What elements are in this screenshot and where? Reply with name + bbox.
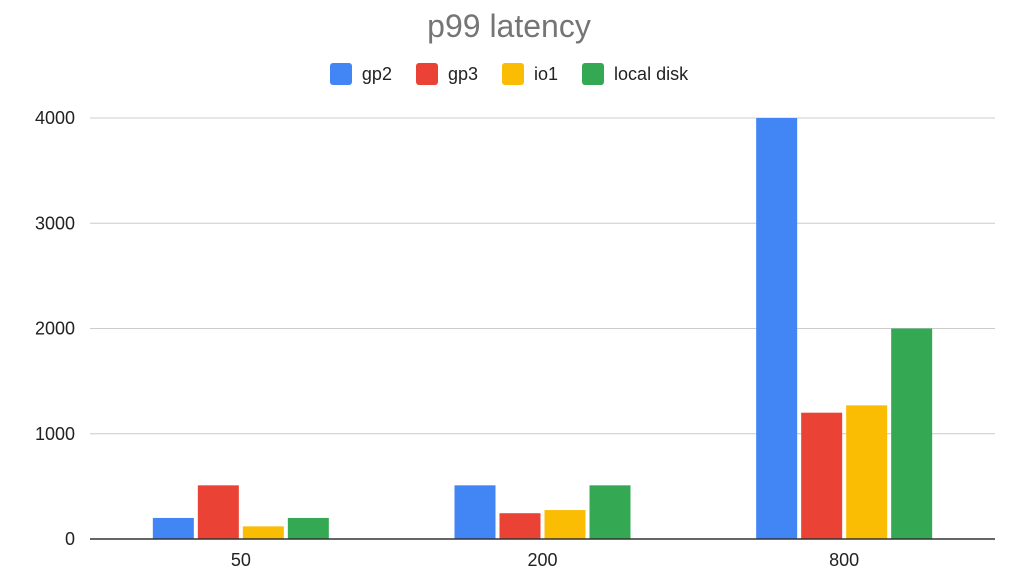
bar-io1-200: [544, 510, 586, 539]
bar-local-disk-800: [891, 328, 933, 539]
bar-gp2-50: [152, 517, 194, 539]
legend-label-io1: io1: [534, 63, 559, 84]
bar-gp2-200: [454, 485, 496, 539]
bar-gp3-200: [499, 513, 541, 539]
bar-gp3-50: [197, 485, 239, 539]
bar-io1-50: [242, 526, 284, 539]
x-tick-label-200: 200: [527, 550, 557, 570]
x-tick-label-800: 800: [829, 550, 859, 570]
bar-local-disk-200: [589, 485, 631, 539]
x-tick-label-50: 50: [231, 550, 251, 570]
legend-item-local-disk: local disk: [582, 63, 688, 85]
chart-title: p99 latency: [427, 8, 591, 44]
bar-local-disk-50: [287, 517, 329, 539]
y-tick-label-3000: 3000: [35, 213, 75, 233]
y-tick-label-1000: 1000: [35, 424, 75, 444]
y-tick-label-0: 0: [65, 529, 75, 549]
legend-swatch-local-disk: [582, 63, 605, 85]
legend-item-gp2: gp2: [329, 63, 392, 85]
bar-gp2-800: [756, 118, 798, 539]
legend-item-io1: io1: [502, 63, 558, 85]
legend-label-gp2: gp2: [361, 63, 392, 84]
bar-gp3-800: [801, 412, 843, 539]
legend: gp2 gp3 io1 local disk: [0, 63, 1018, 85]
legend-swatch-gp3: [415, 63, 438, 85]
legend-label-gp3: gp3: [447, 63, 479, 84]
y-tick-label-2000: 2000: [35, 319, 75, 339]
bar-io1-800: [846, 405, 888, 539]
legend-swatch-gp2: [329, 63, 352, 85]
y-tick-label-4000: 4000: [35, 108, 75, 128]
legend-swatch-io1: [502, 63, 525, 85]
legend-item-gp3: gp3: [415, 63, 479, 85]
legend-label-local-disk: local disk: [614, 63, 689, 84]
